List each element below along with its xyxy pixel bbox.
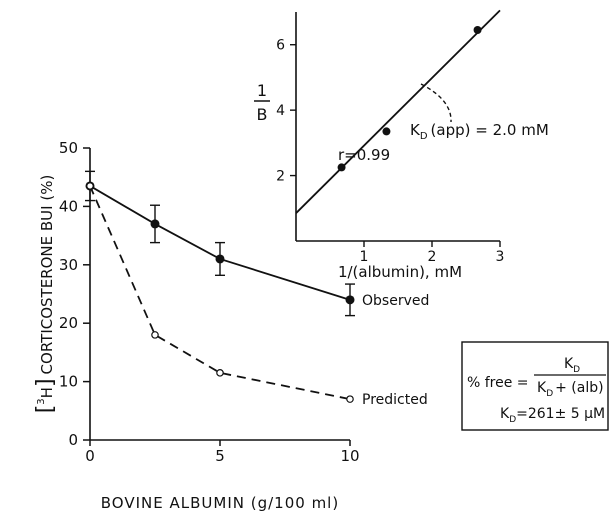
main-x-tick-label: 0 — [85, 447, 95, 465]
point-observed — [345, 295, 355, 305]
series-label-predicted: Predicted — [362, 392, 428, 408]
series-line-predicted — [89, 185, 351, 401]
formula-box-border — [461, 341, 609, 431]
point-predicted — [86, 182, 94, 190]
main-y-tick-label: 20 — [59, 314, 78, 332]
main-chart: 0 10 20 30 40 50 0 5 10 Observed Predicted [3H]C… — [33, 139, 429, 512]
main-y-tick-label: 50 — [59, 139, 78, 157]
point-observed — [215, 254, 225, 264]
point-predicted — [346, 395, 354, 403]
inset-y-tick-label: 2 — [276, 169, 285, 185]
formula-lhs: % free = — [467, 375, 529, 391]
formula-denominator: KD + (alb) — [537, 380, 604, 399]
main-y-tick-label: 30 — [59, 256, 78, 274]
main-y-tick-label: 0 — [68, 431, 78, 449]
series-line-observed — [89, 185, 351, 301]
formula-kd-value: KD=261± 5 μM — [500, 406, 605, 425]
inset-x-tick-label: 3 — [496, 249, 505, 265]
point-predicted — [216, 369, 224, 377]
inset-y-tick-label: 6 — [276, 38, 285, 54]
main-x-tick-label: 10 — [340, 447, 359, 465]
inset-point — [382, 127, 391, 136]
inset-y-tick-label: 4 — [276, 103, 285, 119]
inset-kd-pointer — [420, 83, 452, 123]
main-x-axis-label: BOVINE ALBUMIN (g/100 ml) — [101, 494, 339, 512]
inset-x-axis-label: 1/(albumin), mM — [338, 263, 462, 281]
main-y-tick-label: 10 — [59, 373, 78, 391]
inset-r-annotation: r=0.99 — [338, 146, 390, 164]
inset-chart: 2 4 6 1 2 3 1 B 1/(albumin), mM r=0.99 KD (ap… — [254, 9, 549, 281]
inset-y-label-numerator: 1 — [257, 81, 267, 100]
inset-point — [473, 25, 482, 34]
inset-y-label-denominator: B — [257, 105, 268, 124]
inset-fit-line — [295, 9, 501, 214]
series-label-observed: Observed — [362, 293, 429, 309]
main-x-tick-label: 5 — [215, 447, 225, 465]
inset-x-tick-label: 1 — [360, 249, 369, 265]
point-observed — [150, 219, 160, 229]
inset-x-tick-label: 2 — [428, 249, 437, 265]
formula-numerator: KD — [564, 356, 580, 375]
inset-kd-annotation: KD (app) = 2.0 mM — [410, 121, 549, 142]
inset-point — [337, 163, 346, 172]
main-y-tick-label: 40 — [59, 197, 78, 215]
main-y-axis-label: [3H]CORTICOSTERONE BUI (%) — [33, 175, 58, 414]
point-predicted — [151, 331, 159, 339]
formula-box: % free = KD KD + (alb) KD=261± 5 μM — [461, 341, 609, 431]
